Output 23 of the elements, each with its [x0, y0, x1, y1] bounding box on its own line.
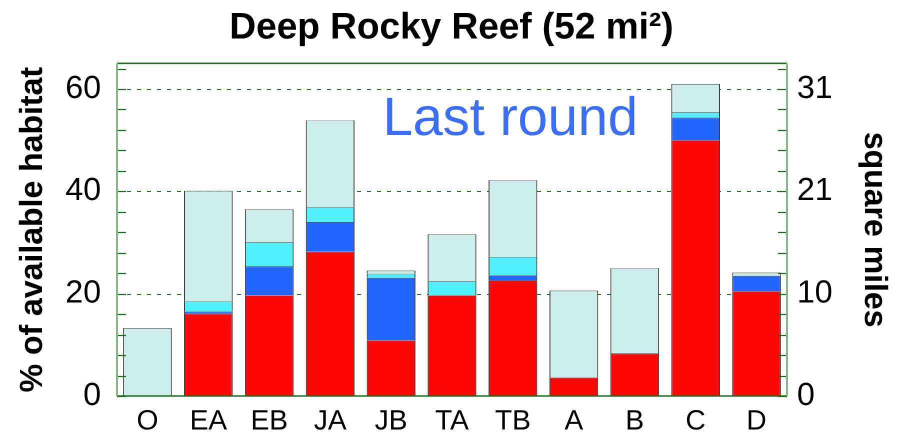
chart-title: Deep Rocky Reef (52 mi²): [229, 5, 674, 46]
x-tick-label: JA: [314, 404, 347, 433]
x-tick-label: EB: [250, 404, 288, 433]
x-tick-label: O: [136, 404, 158, 433]
y-tick-label: 40: [65, 171, 101, 208]
x-tick-label: D: [746, 404, 767, 433]
x-tick-label: JB: [374, 404, 408, 433]
x-tick-label: C: [686, 404, 706, 433]
y-axis-title: % of available habitat: [13, 66, 50, 392]
y-tick-label: 20: [65, 273, 101, 310]
y2-tick-label: 31: [797, 68, 833, 105]
y2-axis-title: square miles: [858, 132, 894, 328]
y2-tick-label: 21: [797, 171, 833, 208]
y2-tick-label: 0: [797, 376, 815, 412]
x-tick-label: EA: [190, 404, 228, 433]
x-tick-label: B: [625, 404, 644, 433]
y-tick-label: 60: [65, 68, 101, 105]
y2-tick-label: 10: [797, 273, 833, 310]
x-tick-label: TB: [495, 404, 531, 433]
x-tick-label: A: [564, 404, 584, 433]
y-tick-label: 0: [83, 376, 101, 412]
annotation: Last round: [382, 86, 638, 147]
x-tick-label: TA: [435, 404, 470, 433]
